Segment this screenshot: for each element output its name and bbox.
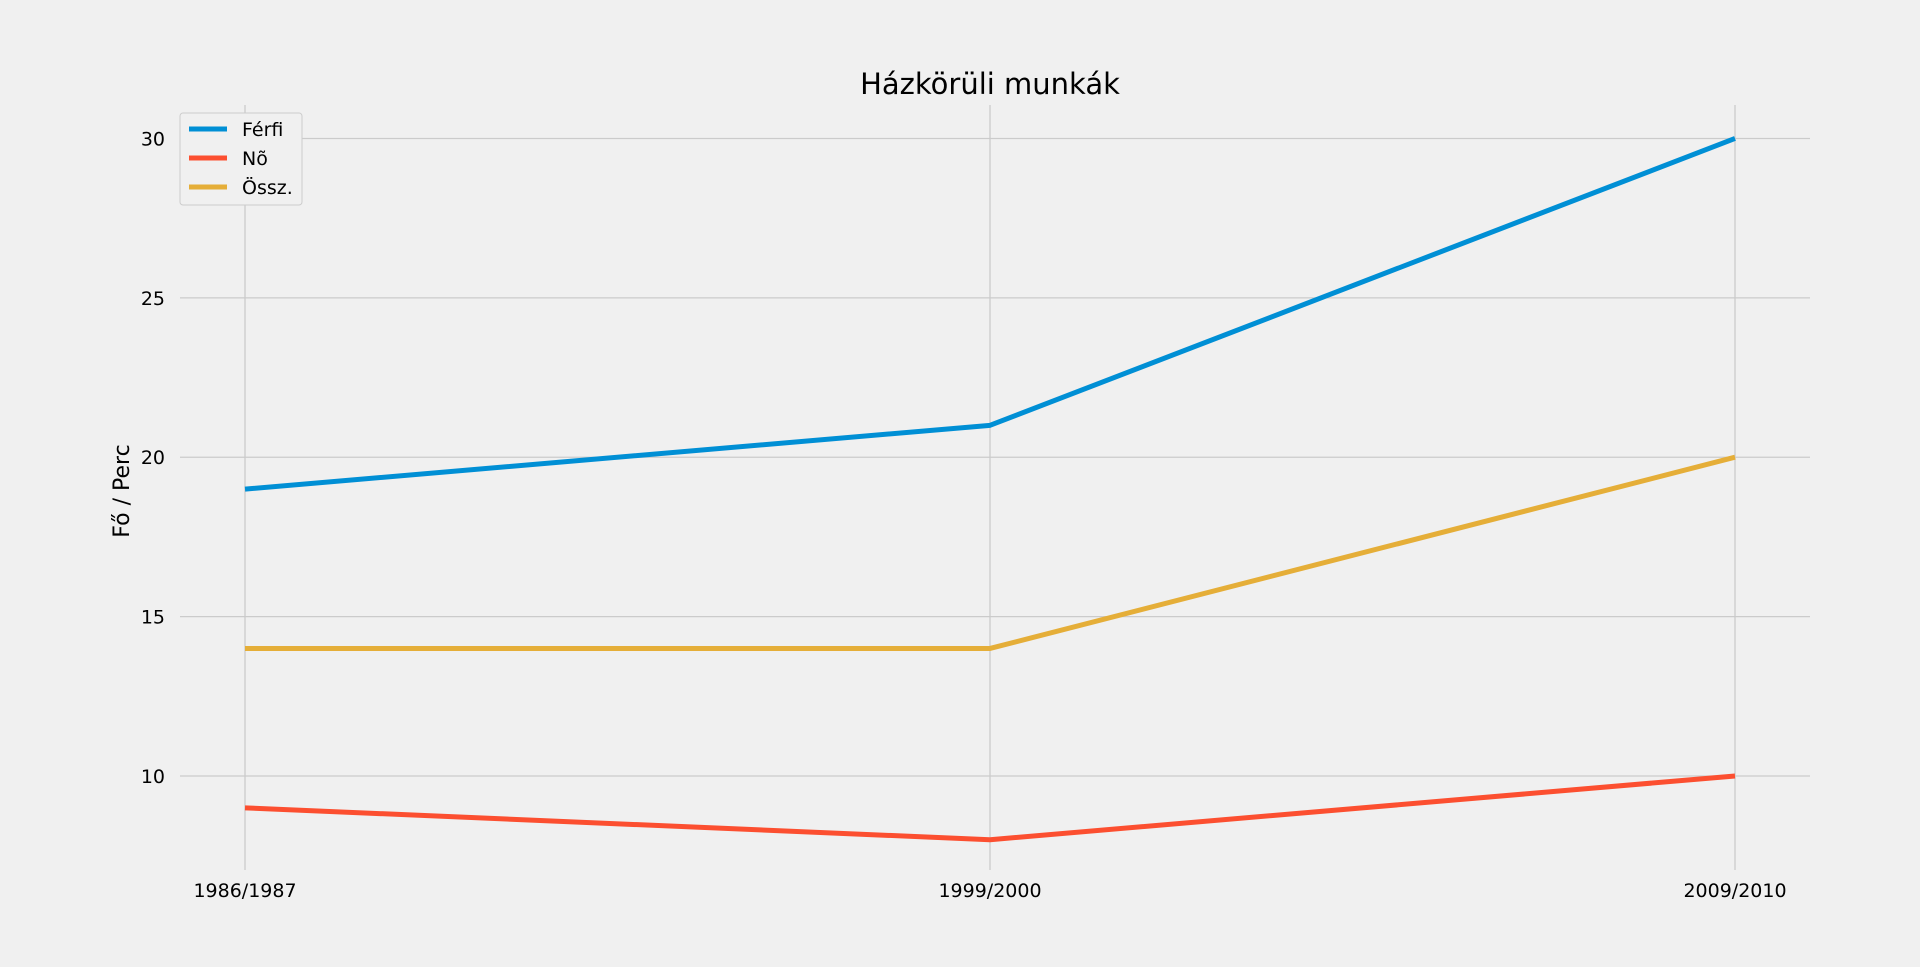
grid	[180, 105, 1810, 870]
x-tick-label: 1986/1987	[193, 880, 296, 902]
x-tick-label: 2009/2010	[1683, 880, 1786, 902]
legend-label: Össz.	[242, 176, 293, 199]
legend-box	[179, 112, 303, 206]
y-tick-label: 25	[141, 288, 165, 310]
series-lines	[244, 136, 1736, 843]
axes: Házkörüli munkák Fő / Perc 10 15 20 25 30 198…	[110, 67, 1787, 902]
legend-label: Nõ	[242, 148, 268, 170]
y-tick-label: 20	[141, 447, 165, 469]
chart-title: Házkörüli munkák	[860, 67, 1120, 101]
y-tick-label: 15	[141, 607, 165, 629]
legend-label: Férfi	[242, 119, 283, 141]
y-tick-label: 30	[141, 128, 165, 150]
y-axis-label: Fő / Perc	[110, 444, 135, 537]
legend: Férfi Nõ Össz.	[179, 112, 303, 206]
x-tick-label: 1999/2000	[938, 880, 1041, 902]
y-tick-label: 10	[141, 766, 165, 788]
